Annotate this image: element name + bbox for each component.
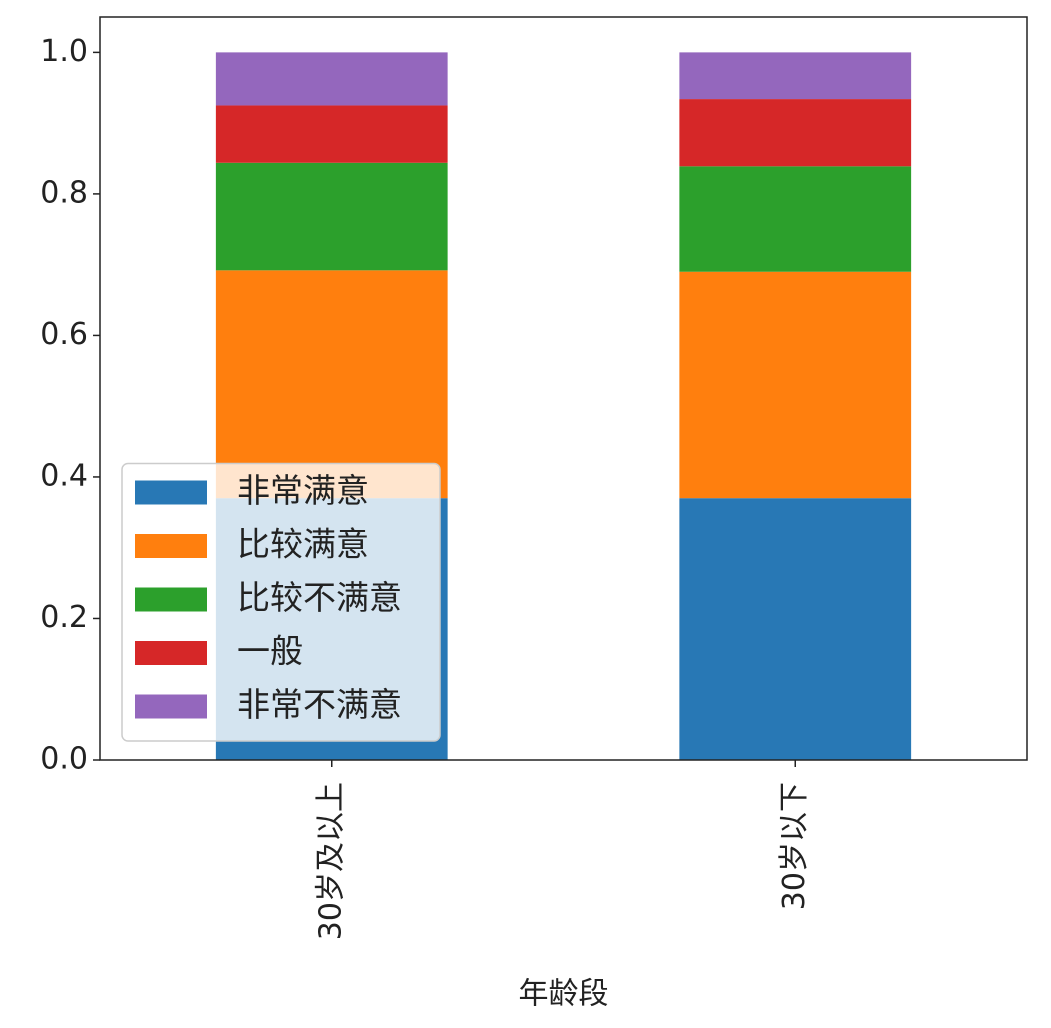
plot-frame [99, 16, 1028, 761]
bar-segment [215, 270, 448, 499]
x-tick-label: 30岁及以上 [313, 782, 348, 940]
legend-swatch [135, 534, 207, 558]
x-tick-label: 30岁以下 [777, 782, 812, 910]
bar-segment [679, 99, 912, 167]
legend-label: 非常满意 [237, 471, 369, 510]
legend-swatch [135, 587, 207, 612]
bar-segment [215, 105, 448, 163]
bar-segment [679, 166, 912, 272]
y-tick-label: 0.6 [40, 317, 88, 352]
bar-segment [215, 162, 448, 271]
y-tick-label: 0.2 [40, 600, 88, 635]
bar-segment [215, 52, 448, 106]
legend-swatch [135, 641, 207, 665]
y-tick-label: 0.0 [40, 742, 88, 777]
bar-segment [679, 498, 912, 760]
legend-label: 比较满意 [237, 525, 369, 564]
bar-segment [679, 52, 912, 100]
y-tick-label: 0.4 [40, 458, 88, 493]
bar-segment [679, 271, 912, 499]
y-tick-label: 0.8 [40, 175, 88, 210]
legend-swatch [135, 480, 207, 505]
legend-label: 一般 [237, 632, 303, 671]
x-axis-label: 年龄段 [519, 977, 609, 1012]
y-tick-label: 1.0 [40, 34, 88, 69]
legend-box [121, 462, 441, 742]
legend-swatch [135, 694, 207, 719]
legend-label: 比较不满意 [237, 578, 402, 617]
legend-label: 非常不满意 [237, 685, 402, 724]
